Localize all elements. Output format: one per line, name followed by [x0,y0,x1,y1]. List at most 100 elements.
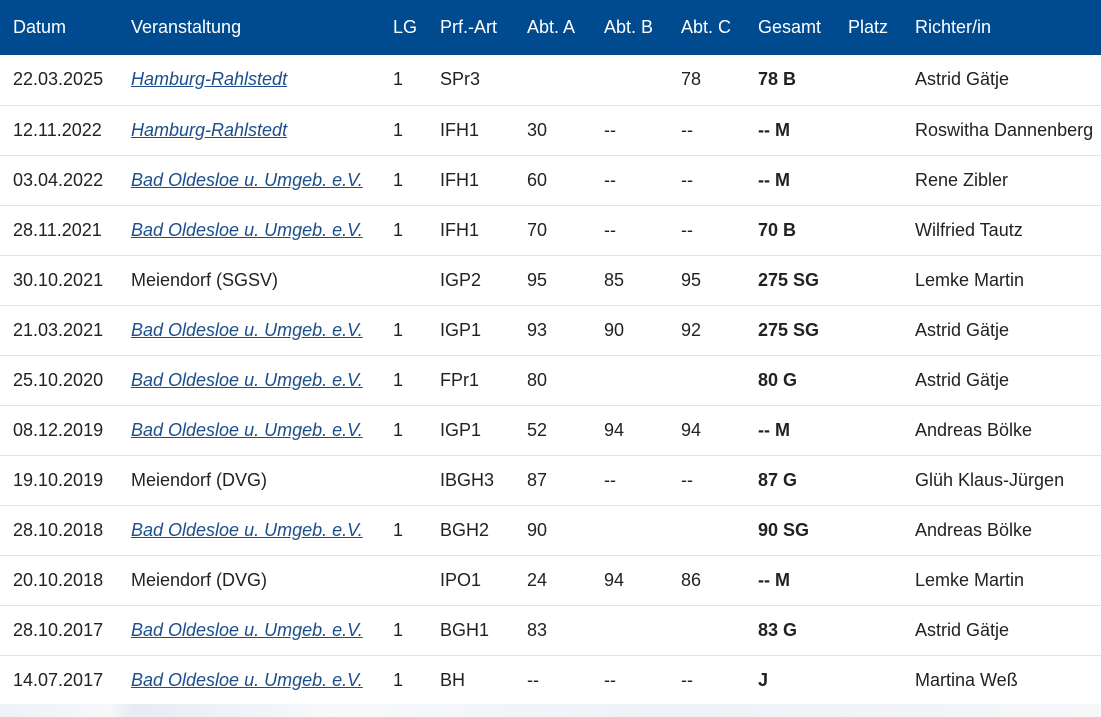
cell-type: IFH1 [440,119,480,140]
cell-judge: Roswitha Dannenberg [915,119,1094,140]
cell-lg: 1 [393,69,404,90]
cell-event: Meiendorf (DVG) [131,469,268,490]
cell-judge: Andreas Bölke [915,519,1033,540]
cell-abt-a: 95 [527,269,548,290]
event-link[interactable]: Hamburg-Rahlstedt [131,69,288,90]
cell-judge: Astrid Gätje [915,319,1010,340]
cell-place [835,155,902,205]
cell-abt-c: -- [681,219,693,240]
cell-abt-b: -- [604,469,616,490]
cell-abt-c: -- [681,169,693,190]
cell-abt-c [668,505,745,555]
cell-lg: 1 [393,619,404,640]
cell-abt-c: 94 [681,419,702,440]
cell-abt-a: 70 [527,219,548,240]
event-link[interactable]: Hamburg-Rahlstedt [131,119,288,140]
cell-date: 28.10.2017 [13,619,104,640]
cell-date: 25.10.2020 [13,369,104,390]
cell-event: Hamburg-Rahlstedt [118,55,380,105]
cell-place [835,305,902,355]
table-row: 28.10.2018 Bad Oldesloe u. Umgeb. e.V. 1 BG… [0,505,1101,555]
table-row: 21.03.2021 Bad Oldesloe u. Umgeb. e.V. 1 IG… [0,305,1101,355]
event-link[interactable]: Bad Oldesloe u. Umgeb. e.V. [131,419,363,440]
cell-type: IGP1 [440,419,482,440]
table-row: 25.10.2020 Bad Oldesloe u. Umgeb. e.V. 1 FP… [0,355,1101,405]
table-row: 08.12.2019 Bad Oldesloe u. Umgeb. e.V. 1 IG… [0,405,1101,455]
header-date: Datum [13,17,67,37]
table-row: 22.03.2025 Hamburg-Rahlstedt 1 SPr3 78 78 B As… [0,55,1101,105]
cell-date: 28.10.2018 [13,519,104,540]
cell-lg: 1 [393,319,404,340]
cell-abt-c: -- [681,669,693,690]
cell-type: BGH2 [440,519,490,540]
cell-event: Bad Oldesloe u. Umgeb. e.V. [118,305,380,355]
cell-judge: Wilfried Tautz [915,219,1023,240]
cell-abt-c: 95 [681,269,702,290]
cell-total: -- M [758,169,790,190]
cell-type: IPO1 [440,569,482,590]
cell-lg: 1 [393,419,404,440]
cell-lg: 1 [393,219,404,240]
cell-date: 20.10.2018 [13,569,104,590]
cell-abt-b: 90 [604,319,625,340]
cell-lg: 1 [393,519,404,540]
header-total: Gesamt [758,17,822,37]
cell-abt-b: -- [604,119,616,140]
cell-lg: 1 [393,369,404,390]
cell-event: Bad Oldesloe u. Umgeb. e.V. [118,655,380,705]
cell-event: Meiendorf (SGSV) [131,269,279,290]
cell-abt-a: 90 [527,519,548,540]
cell-event: Bad Oldesloe u. Umgeb. e.V. [118,605,380,655]
cell-abt-c: -- [681,119,693,140]
cell-total: 78 B [758,69,797,90]
event-link[interactable]: Bad Oldesloe u. Umgeb. e.V. [131,669,363,690]
cell-abt-a: 80 [527,369,548,390]
cell-place [835,555,902,605]
cell-abt-a: 52 [527,419,548,440]
cell-abt-c: 92 [681,319,702,340]
cell-judge: Astrid Gätje [915,619,1010,640]
table-row: 20.10.2018 Meiendorf (DVG) IPO1 24 94 86 -- M L… [0,555,1101,605]
cell-place [835,455,902,505]
event-link[interactable]: Bad Oldesloe u. Umgeb. e.V. [131,169,363,190]
cell-judge: Martina Weß [915,669,1018,690]
cell-abt-a: 30 [527,119,548,140]
header-type: Prf.-Art [440,17,497,37]
cell-judge: Lemke Martin [915,269,1025,290]
event-link[interactable]: Bad Oldesloe u. Umgeb. e.V. [131,519,363,540]
cell-total: 70 B [758,219,797,240]
cell-event: Bad Oldesloe u. Umgeb. e.V. [118,505,380,555]
cell-total: 87 G [758,469,798,490]
cell-place [835,505,902,555]
cell-total: 90 SG [758,519,810,540]
cell-date: 22.03.2025 [13,69,104,90]
header-event: Veranstaltung [131,17,242,37]
header-judge: Richter/in [915,17,992,37]
cell-abt-a: 60 [527,169,548,190]
cell-abt-c: 86 [681,569,702,590]
event-link[interactable]: Bad Oldesloe u. Umgeb. e.V. [131,219,363,240]
header-abt-a: Abt. A [527,17,576,37]
cell-lg [380,455,427,505]
cell-date: 19.10.2019 [13,469,104,490]
cell-abt-b [591,355,668,405]
cell-abt-a: 93 [527,319,548,340]
cell-date: 30.10.2021 [13,269,104,290]
table-row: 03.04.2022 Bad Oldesloe u. Umgeb. e.V. 1 IF… [0,155,1101,205]
cell-type: SPr3 [440,69,481,90]
event-link[interactable]: Bad Oldesloe u. Umgeb. e.V. [131,369,363,390]
cell-date: 12.11.2022 [13,119,102,140]
event-link[interactable]: Bad Oldesloe u. Umgeb. e.V. [131,319,363,340]
event-link[interactable]: Bad Oldesloe u. Umgeb. e.V. [131,619,363,640]
cell-place [835,255,902,305]
cell-total: -- M [758,119,790,140]
header-abt-b: Abt. B [604,17,654,37]
cell-total: J [758,669,769,690]
table-row: 14.07.2017 Bad Oldesloe u. Umgeb. e.V. 1 BH… [0,655,1101,705]
cell-type: FPr1 [440,369,480,390]
cell-total: 275 SG [758,319,820,340]
cell-type: IGP1 [440,319,482,340]
cell-type: BH [440,669,466,690]
